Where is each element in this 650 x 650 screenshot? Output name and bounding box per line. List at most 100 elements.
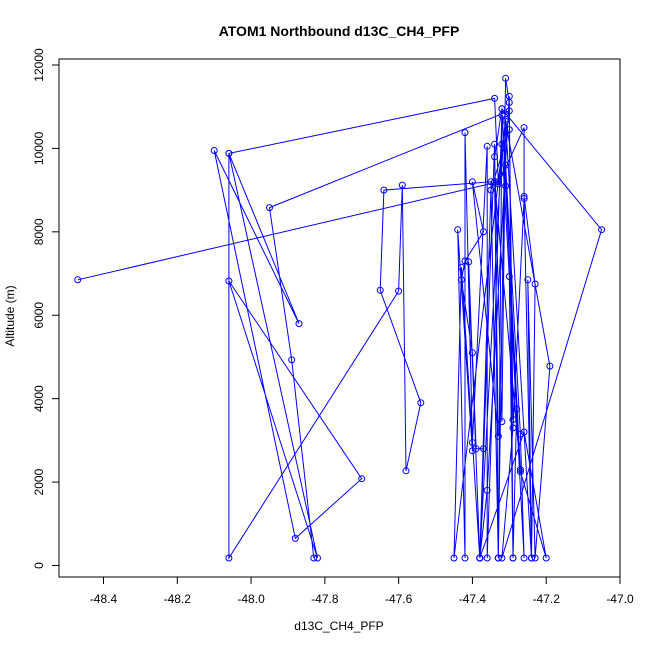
- data-point: [494, 178, 502, 186]
- data-point: [494, 180, 502, 188]
- x-tick-label: -47.4: [459, 592, 487, 606]
- data-point: [225, 277, 233, 285]
- data-point: [295, 320, 303, 328]
- x-tick-label: -47.2: [533, 592, 561, 606]
- data-point: [450, 554, 458, 562]
- data-point: [531, 280, 539, 288]
- y-tick-label: 12000: [32, 48, 46, 82]
- data-point: [483, 554, 491, 562]
- data-point: [502, 182, 510, 190]
- data-point: [491, 178, 499, 186]
- data-point: [487, 186, 495, 194]
- data-point: [520, 428, 528, 436]
- data-point: [509, 416, 517, 423]
- data-point: [505, 92, 513, 100]
- data-point: [395, 287, 403, 295]
- x-tick-label: -47.8: [311, 592, 339, 606]
- data-point: [505, 126, 513, 134]
- data-point: [542, 554, 550, 562]
- y-tick-label: 10000: [32, 131, 46, 165]
- data-point: [494, 554, 502, 562]
- plot-area-frame: [58, 58, 621, 578]
- data-point: [310, 554, 318, 562]
- data-point: [483, 486, 491, 494]
- chart-title: ATOM1 Northbound d13C_CH4_PFP: [219, 23, 460, 39]
- data-point: [457, 263, 465, 271]
- data-point: [225, 554, 233, 562]
- data-point: [516, 468, 524, 476]
- data-point: [487, 178, 495, 186]
- data-point: [210, 147, 218, 154]
- x-tick-label: -48.4: [90, 592, 118, 606]
- data-point: [468, 439, 476, 446]
- data-point: [74, 276, 82, 284]
- data-point: [454, 226, 462, 234]
- data-point: [288, 356, 296, 364]
- data-point: [225, 149, 233, 157]
- data-point: [598, 226, 606, 234]
- data-point: [314, 554, 321, 562]
- x-tick-label: -48.0: [237, 592, 265, 606]
- data-point: [491, 153, 499, 161]
- data-point: [513, 405, 521, 413]
- data-point: [520, 124, 528, 132]
- data-point: [472, 445, 480, 453]
- data-point: [494, 432, 502, 440]
- data-point: [417, 399, 425, 407]
- y-tick-label: 8000: [32, 218, 46, 245]
- series-line: [77, 78, 603, 560]
- data-point: [461, 129, 469, 137]
- data-point: [358, 475, 366, 483]
- data-point: [505, 273, 513, 280]
- data-point: [520, 554, 528, 562]
- x-axis: -48.4 -48.2 -48.0 -47.8 -47.6 -47.4 -47.2 -47.0: [90, 577, 634, 606]
- data-point: [468, 178, 476, 186]
- data-point: [546, 362, 554, 370]
- data-point: [520, 195, 528, 202]
- data-point: [491, 94, 499, 102]
- data-point: [480, 228, 487, 236]
- y-tick-label: 2000: [32, 468, 46, 495]
- data-point: [498, 418, 506, 426]
- data-point: [461, 554, 469, 562]
- data-point: [516, 430, 524, 438]
- data-point: [483, 142, 491, 150]
- data-point: [380, 186, 388, 194]
- series-layer: [74, 74, 606, 562]
- data-point: [531, 554, 539, 562]
- data-point: [502, 115, 510, 123]
- data-point: [402, 467, 410, 475]
- data-point: [505, 107, 513, 115]
- data-point: [476, 554, 484, 562]
- data-point: [457, 276, 465, 284]
- data-point: [461, 257, 469, 265]
- x-tick-label: -48.2: [164, 592, 192, 606]
- data-point: [468, 447, 476, 455]
- data-point: [465, 258, 473, 266]
- x-axis-label: d13C_CH4_PFP: [294, 619, 383, 633]
- data-point: [502, 74, 510, 82]
- x-tick-label: -47.0: [606, 592, 634, 606]
- data-point: [520, 192, 528, 200]
- data-point: [509, 424, 517, 432]
- data-point: [376, 286, 384, 294]
- y-tick-label: 0: [32, 562, 46, 569]
- data-point: [524, 276, 532, 284]
- y-axis: 0 2000 4000 6000 8000 10000 12000: [32, 48, 59, 569]
- data-point: [509, 554, 517, 562]
- data-point: [516, 466, 524, 474]
- y-tick-label: 6000: [32, 302, 46, 329]
- data-point: [491, 140, 499, 148]
- data-point: [498, 140, 506, 148]
- data-point: [266, 204, 273, 212]
- data-point: [480, 445, 487, 453]
- data-point: [468, 349, 476, 357]
- y-tick-label: 4000: [32, 385, 46, 412]
- x-tick-label: -47.6: [385, 592, 413, 606]
- data-point: [528, 554, 535, 562]
- data-point: [498, 105, 506, 113]
- data-point: [291, 534, 299, 542]
